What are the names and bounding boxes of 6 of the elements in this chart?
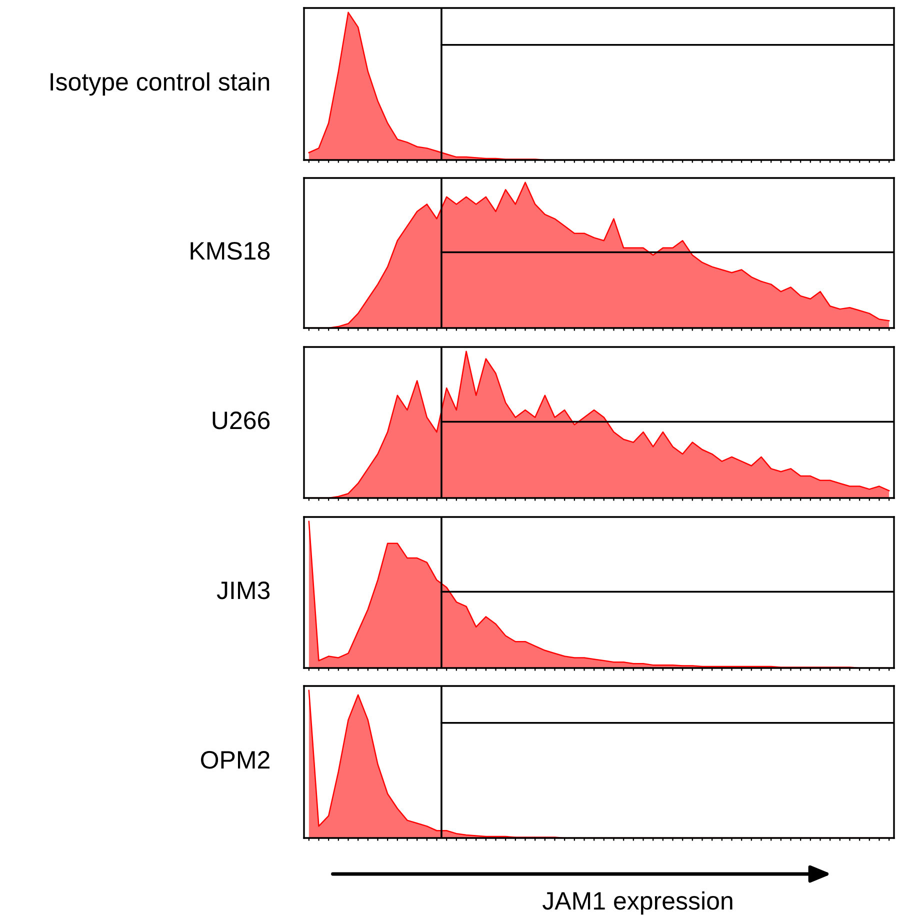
y-axis-title: JIM3 (216, 582, 270, 600)
y-axis-title: Isotype control stain (50, 72, 270, 96)
y-axis-title: U266 (212, 412, 270, 430)
x-axis-title: JAM1 expression (542, 891, 732, 915)
y-axis-title: KMS18 (190, 242, 270, 260)
y-axis-title: OPM2 (201, 751, 270, 769)
